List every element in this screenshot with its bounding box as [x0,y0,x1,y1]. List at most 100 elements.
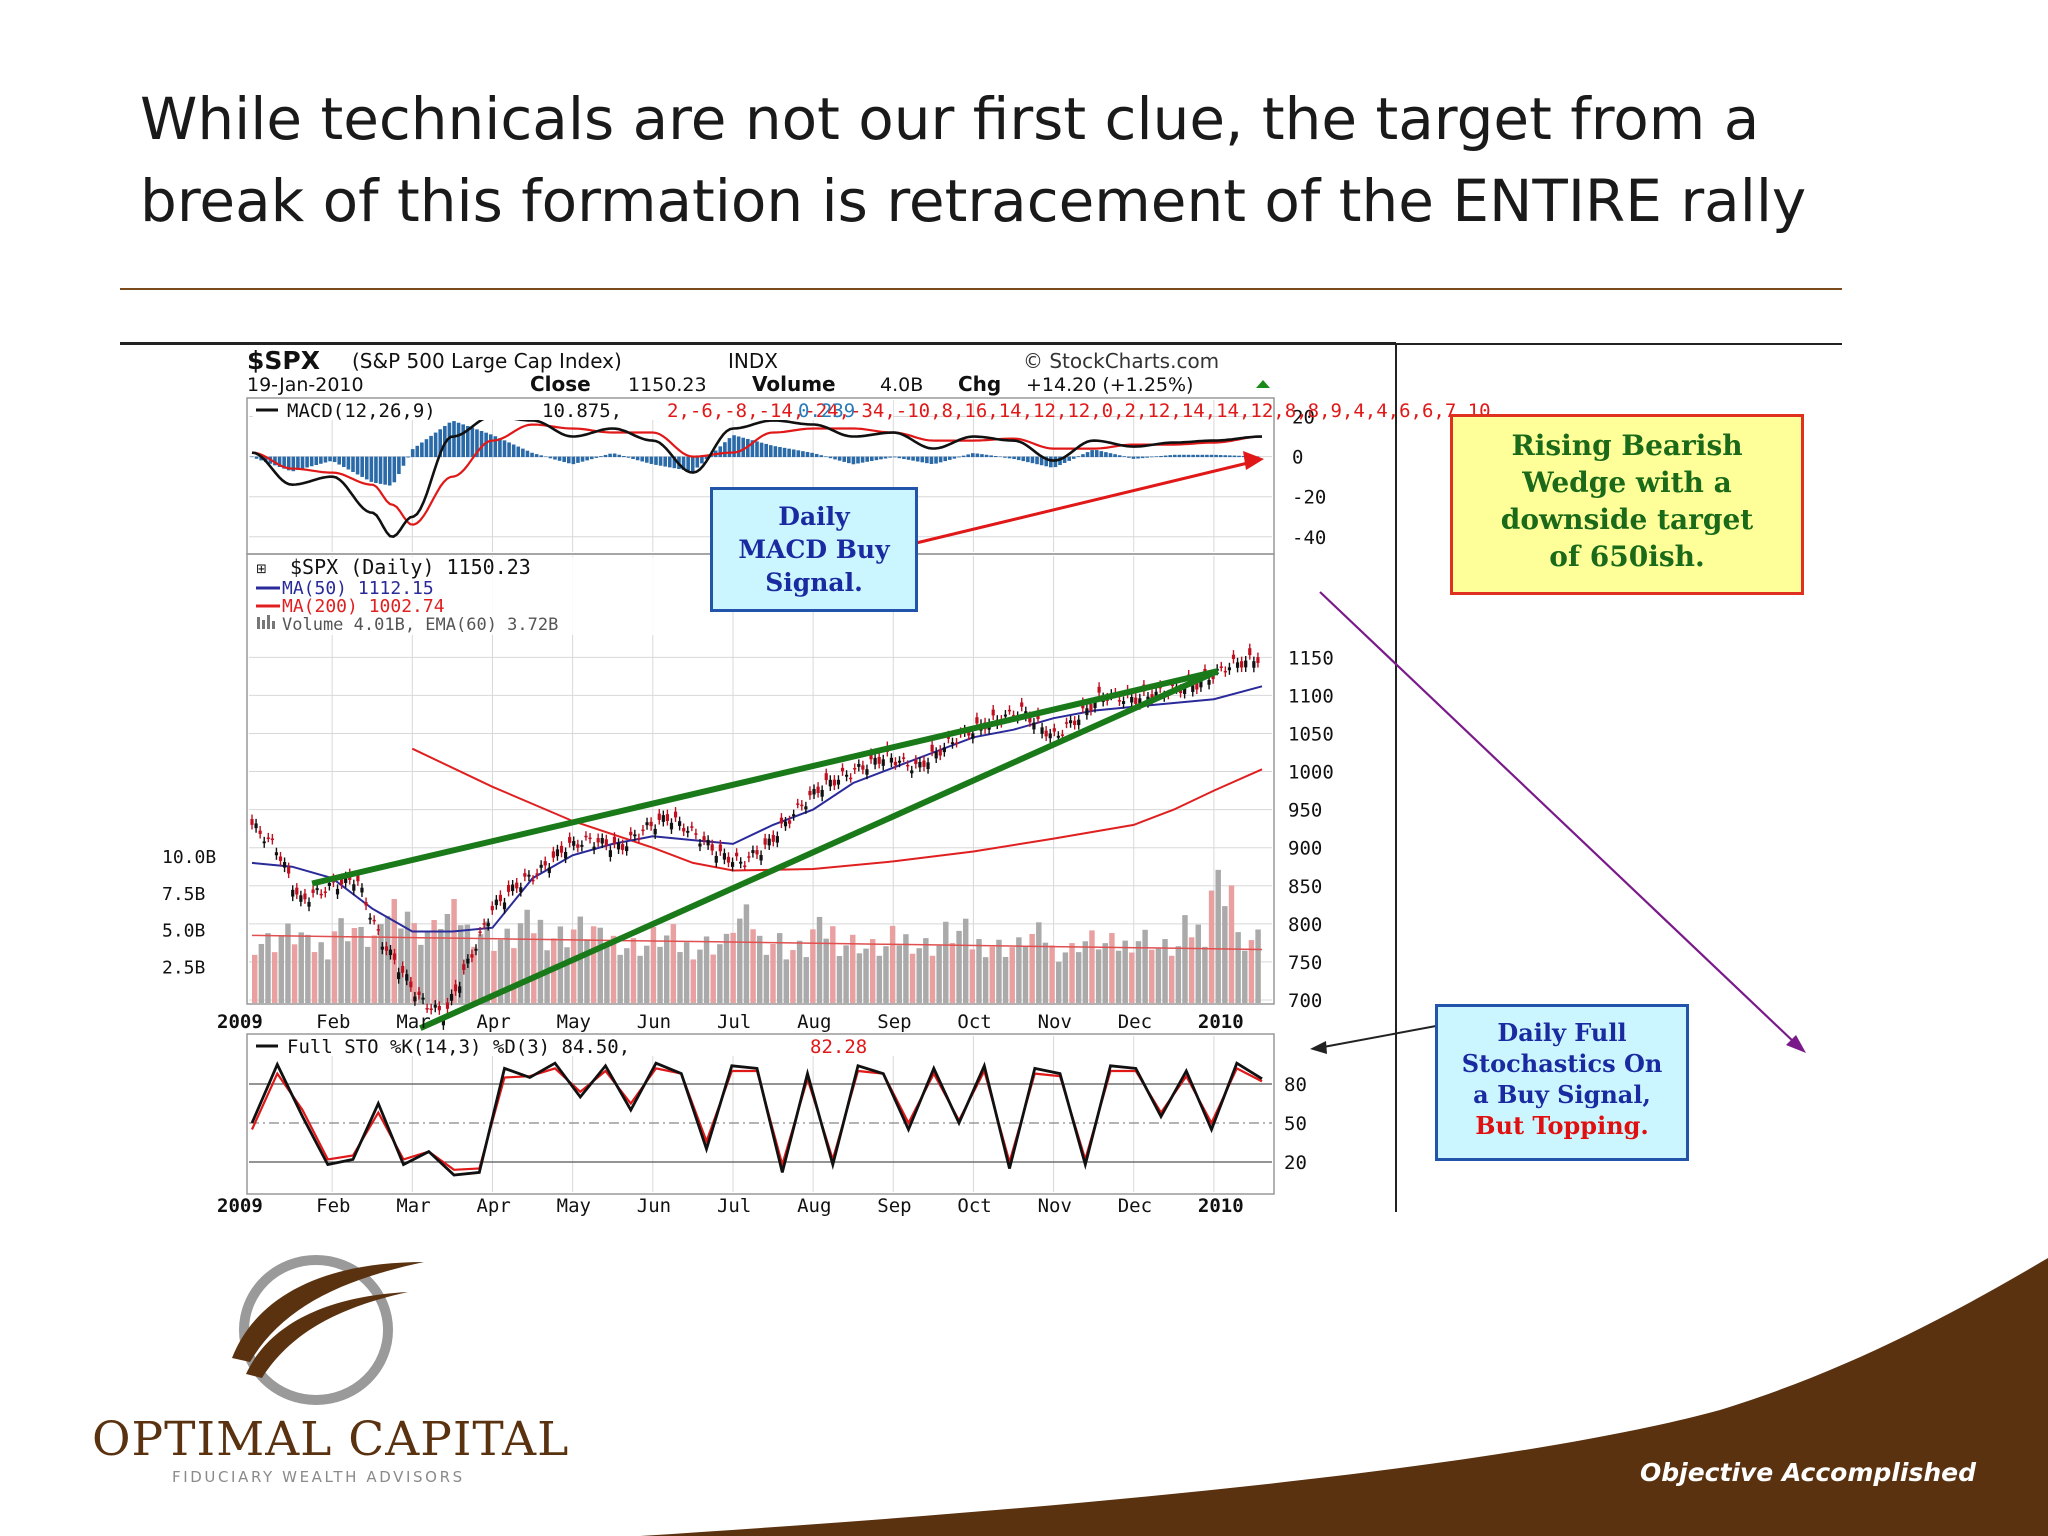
candle-body [816,786,820,794]
macd-hist-bar [828,456,833,459]
volume-bar [1016,937,1022,1003]
macd-hist-bar [364,456,369,480]
macd-hist-bar [778,447,782,458]
candle-body [515,882,519,889]
candle-body [824,773,828,781]
macd-hist-bar [819,455,824,458]
footer-swoosh [640,1258,2048,1536]
volume-bar [737,918,743,1003]
volume-bar [491,950,497,1003]
month-label: 2009 [217,1195,263,1217]
macd-hist-bar [837,456,842,461]
macd-hist-bar [902,456,906,460]
macd-hist-bar [1223,455,1228,458]
macd-hist-bar [1067,456,1071,461]
price-panel: 1150 1100 1050 1000 950 900 850 800 750 700 10.0B… [162,553,1334,1033]
candle-body [967,731,971,736]
volume-bar [996,939,1002,1003]
candle-body [645,822,649,826]
volume-bar [783,959,790,1003]
macd-hist-bar [387,456,392,486]
candle-body [820,789,824,797]
candle-body [299,895,303,902]
candle-body [1060,734,1065,736]
macd-hist-bar [521,448,525,458]
candle-body [661,815,665,822]
macd-hist-bar [534,454,539,458]
volume-bar [384,915,391,1003]
volume-bar [896,945,902,1003]
slide-title-line-1: While technicals are not our first clue,… [140,85,1760,153]
header-name: (S&P 500 Large Cap Index) [352,349,622,373]
macd-hist-bar [415,445,420,458]
macd-hist-bar [1168,455,1172,458]
candle-body [250,819,254,825]
volume-bar [1135,941,1142,1003]
candle-body [804,806,808,810]
macd-hist-bar [1053,456,1058,468]
volume-bar [1149,949,1155,1003]
macd-callout-arrow [911,460,1253,546]
macd-hist-bar [750,440,755,458]
macd-hist-bar [622,456,626,458]
volume-bar [976,939,982,1003]
macd-hist-bar [397,456,401,475]
ma200-line [411,747,1263,872]
macd-hist-bar [461,424,465,458]
macd-tick-label: -20 [1292,487,1326,509]
macd-hist-bar [782,447,787,458]
candle-body [1154,691,1158,697]
macd-hist-bar [1200,454,1205,458]
macd-hist-bar [277,456,282,468]
volume-bar [1182,915,1188,1003]
volume-bar [271,952,278,1003]
macd-hist-bar [1044,456,1049,467]
volume-bar [770,943,776,1003]
macd-hist-bar [1150,456,1154,458]
candle-body [853,768,857,770]
month-label: Oct [957,1011,991,1033]
macd-hist-bar [484,432,488,458]
candle-body [759,855,763,861]
macd-line [251,415,1262,538]
macd-hist-bar [1182,454,1186,458]
macd-hist-bar [1117,455,1122,458]
candle-body [266,837,270,839]
volume-bar [1195,924,1201,1003]
candle-body [568,837,572,843]
volume-bar [1042,942,1049,1003]
macd-hist-bar [842,456,847,462]
volume-bar [776,933,783,1003]
volume-bar [750,929,756,1003]
candle-body [368,917,372,920]
candle-body [938,749,942,756]
macd-hist-bar [993,456,998,458]
macd-hist-bar [860,456,865,463]
sto-tick-label: 80 [1284,1074,1307,1096]
candle-body [303,893,307,900]
macd-hist-bar [401,456,406,466]
candle-body [906,764,910,767]
candle-body [706,839,710,846]
macd-hist-value: 0.239 [798,400,855,422]
candle-body [519,887,523,892]
stoch-callout-arrow [1317,1025,1437,1049]
candle-body [954,742,959,745]
month-label: Jul [717,1195,751,1217]
candle-body [437,1005,441,1011]
candle-body [922,760,926,767]
candle-body [1064,722,1069,724]
macd-hist-bar [511,444,516,458]
macd-hist-bar [686,456,690,471]
macd-hist-bar [1085,452,1090,458]
volume-bar [331,931,338,1003]
month-label: May [557,1195,591,1217]
volume-bar [484,921,491,1003]
month-label: Feb [316,1195,350,1217]
volume-bar [610,935,617,1003]
stochastic-axis-ticks: 80 50 20 [1284,1074,1307,1174]
volume-bar [757,935,763,1003]
macd-hist-bar [576,456,580,463]
macd-hist-bar [1012,456,1016,460]
volume-bar [418,944,424,1003]
